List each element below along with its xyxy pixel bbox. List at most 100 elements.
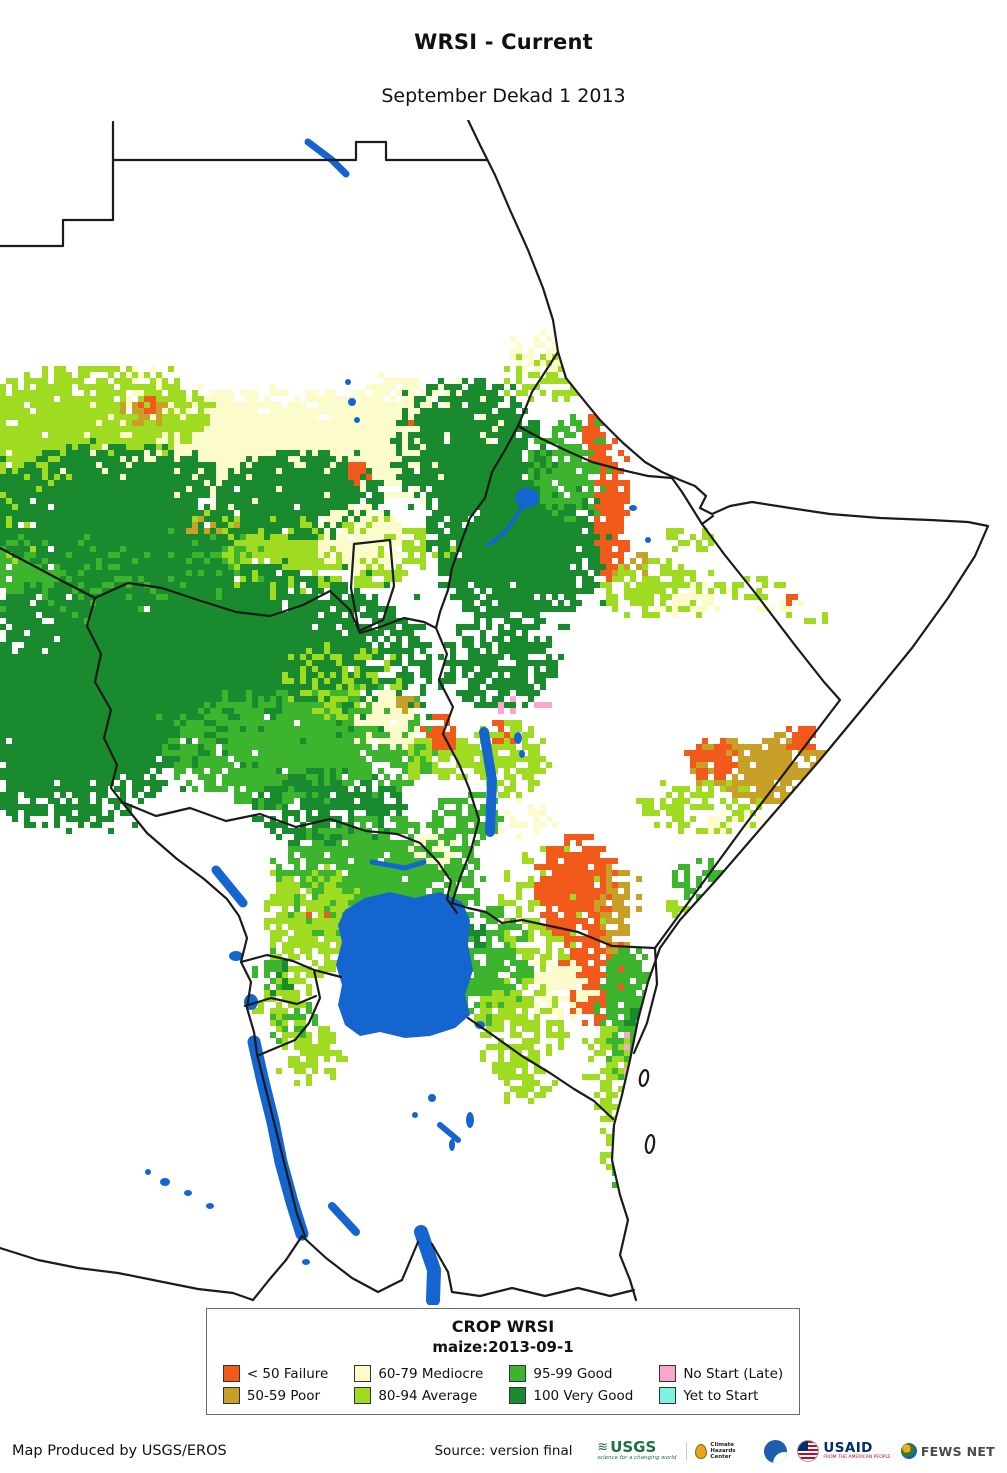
border-car-west (0, 546, 124, 804)
lake-kyoga (369, 859, 427, 871)
nile-sudan-1 (348, 398, 356, 406)
usgs-tagline: science for a changing world (597, 1455, 677, 1462)
sw-lake-2 (184, 1190, 192, 1196)
legend-swatch (659, 1365, 677, 1382)
border-kenya-tanzania (466, 1016, 615, 1121)
border-ethiopia-kenya (450, 901, 657, 950)
border-drc-zambia (0, 1246, 255, 1302)
legend-subtitle: maize:2013-09-1 (432, 1338, 574, 1356)
legend-label: 60-79 Mediocre (378, 1365, 484, 1382)
country-borders (0, 120, 990, 1302)
island-pemba (638, 1069, 650, 1087)
legend-column: No Start (Late) Yet to Start (659, 1365, 783, 1404)
usgs-label: USGS (610, 1438, 657, 1457)
abyei-box (349, 538, 396, 633)
border-tanzania-zambia (300, 1234, 420, 1294)
legend-swatch (659, 1387, 677, 1404)
lake-victoria (336, 892, 473, 1038)
border-sudan-south-sudan (93, 581, 438, 635)
legend-item: < 50 Failure (222, 1365, 329, 1382)
legend-item: No Start (Late) (659, 1365, 783, 1382)
border-uganda-kenya (436, 860, 459, 915)
coastline (466, 120, 990, 1302)
lake-manyara (449, 1139, 455, 1151)
legend-swatch (222, 1365, 240, 1382)
legend-label: < 50 Failure (246, 1365, 329, 1382)
lake-edward (229, 951, 243, 961)
chc-label: Climate Hazards Center (710, 1441, 736, 1461)
border-sudan-eritrea (516, 350, 560, 428)
legend-label: 80-94 Average (378, 1387, 478, 1404)
usgs-wave-icon: ≋ (597, 1440, 609, 1456)
legend-swatch (354, 1387, 372, 1404)
legend-item: 60-79 Mediocre (354, 1365, 483, 1382)
tz-lake-5 (302, 1259, 310, 1265)
legend-items: < 50 Failure 50-59 Poor 60-79 Mediocre 80-9… (217, 1365, 789, 1404)
lake-abaya (514, 732, 522, 744)
lake-rukwa (328, 1202, 360, 1236)
legend-swatch (509, 1365, 527, 1382)
produced-by: Map Produced by USGS/EROS (12, 1443, 227, 1459)
legend-box: CROP WRSI maize:2013-09-1 < 50 Failure 50… (206, 1308, 800, 1415)
island-zanzibar (644, 1133, 656, 1155)
legend-column: < 50 Failure 50-59 Poor (222, 1365, 329, 1404)
legend-label: 95-99 Good (533, 1365, 613, 1382)
tz-lake-1 (428, 1094, 436, 1102)
source-note: Source: version final (434, 1443, 573, 1459)
legend-label: Yet to Start (683, 1387, 759, 1404)
lake-chamo (519, 750, 525, 758)
border-south-sudan-uganda (120, 800, 440, 864)
lake-eyasi (437, 1122, 461, 1143)
africa-wrsi-map (0, 120, 1007, 1305)
tz-lake-2 (412, 1112, 418, 1118)
legend-swatch (509, 1387, 527, 1404)
legend-item: 80-94 Average (354, 1387, 483, 1404)
legend-title: CROP WRSI (451, 1317, 555, 1336)
awash-river-1 (629, 505, 637, 511)
nile-sudan-3 (345, 379, 351, 385)
legend-item: 100 Very Good (509, 1387, 633, 1404)
legend-item: 95-99 Good (509, 1365, 633, 1382)
usaid-roundel-icon (797, 1440, 820, 1462)
legend-label: 100 Very Good (533, 1387, 634, 1404)
logo-strip: ≋ USGS science for a changing world Clim… (597, 1439, 995, 1463)
border-ethiopia-somalia (653, 522, 842, 950)
border-drc-east (120, 800, 307, 1238)
border-uganda-rwanda (239, 953, 316, 972)
border-uganda-tanzania (312, 968, 343, 979)
blue-nile (486, 506, 524, 547)
border-kenya-somalia (632, 946, 659, 1055)
border-egypt-libya (0, 120, 115, 248)
legend-label: No Start (Late) (683, 1365, 784, 1382)
legend-item: 50-59 Poor (222, 1387, 329, 1404)
lake-tana (515, 488, 539, 508)
border-rwanda-burundi (243, 994, 318, 1008)
page-subtitle: September Dekad 1 2013 (381, 85, 626, 107)
border-djibouti (670, 476, 715, 526)
wrsi-raster-layer (0, 330, 876, 1194)
awash-river-2 (645, 537, 651, 543)
usaid-logo: USAID FROM THE AMERICAN PEOPLE (797, 1439, 891, 1462)
legend-swatch (354, 1365, 372, 1382)
legend-column: 60-79 Mediocre 80-94 Average (354, 1365, 483, 1404)
fewsnet-logo: FEWS NET (900, 1443, 995, 1459)
lake-turkana (479, 727, 497, 837)
border-sudan-ethiopia (434, 424, 520, 630)
fewsnet-label: FEWS NET (920, 1443, 995, 1459)
usaid-tagline: FROM THE AMERICAN PEOPLE (823, 1455, 891, 1460)
legend-column: 95-99 Good 100 Very Good (509, 1365, 633, 1404)
fews-globe-icon (900, 1443, 917, 1459)
lake-albert (211, 865, 248, 908)
page-title: WRSI - Current (414, 30, 593, 54)
lake-malawi (414, 1225, 441, 1305)
lake-natron (466, 1112, 474, 1128)
sw-lake-1 (160, 1178, 170, 1186)
legend-label: 50-59 Poor (246, 1387, 321, 1404)
legend-item: Yet to Start (659, 1387, 783, 1404)
border-eritrea-ethiopia (516, 424, 674, 480)
border-tanganyika-south (251, 1234, 304, 1302)
border-south-sudan-ethiopia (434, 626, 481, 905)
usgs-logo: ≋ USGS science for a changing world (597, 1440, 676, 1462)
usaid-label: USAID (823, 1439, 873, 1456)
